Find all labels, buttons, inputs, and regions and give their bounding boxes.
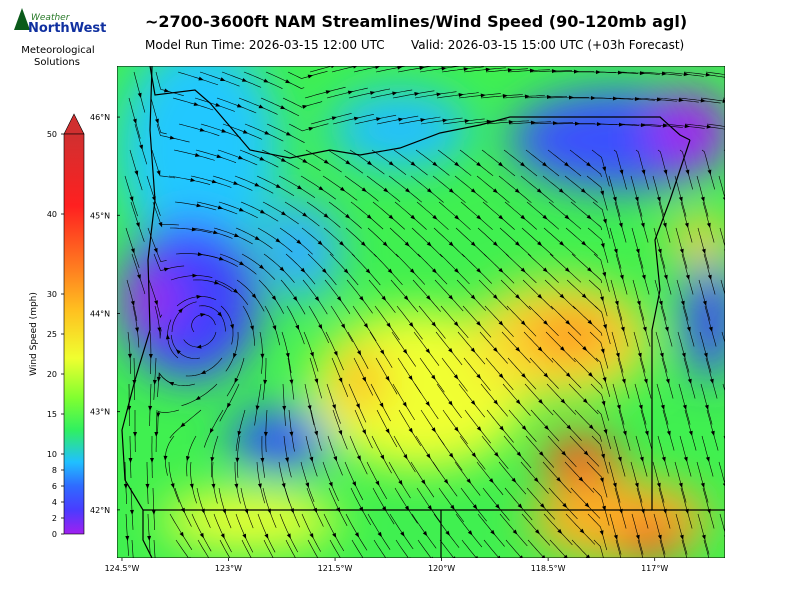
streamline-arrow [729,223,733,228]
colorbar-ticks: 0 2 4 6 8 10 15 20 25 30 40 50 [47,130,64,539]
streamline-arrow [208,558,212,563]
lat-tick-label: 45°N [90,211,110,220]
colorbar-tick-label: 6 [52,482,57,491]
streamline-arrow [620,561,624,566]
streamline [729,124,770,131]
colorbar-bar [64,134,84,534]
logo: Weather NorthWest Meteorological Solutio… [14,8,106,68]
streamline-arrow [729,170,733,175]
streamline-arrow [229,558,233,563]
streamline-arrow [384,557,388,562]
model-run: Model Run Time: 2026-03-15 12:00 UTC [145,38,385,52]
lat-tick-label: 42°N [90,506,110,515]
colorbar-label: Wind Speed (mph) [29,292,39,376]
streamline [723,98,764,105]
streamline-arrow [602,558,606,563]
colorbar-tick-label: 30 [47,290,57,299]
streamline-arrow [733,431,737,436]
colorbar-tick-label: 0 [52,530,57,539]
streamline-arrow [686,561,690,566]
streamline [728,358,739,399]
logo-line: Solutions [34,57,80,68]
streamline-arrow [727,73,732,77]
title: ~2700-3600ft NAM Streamlines/Wind Speed … [145,12,687,31]
streamline [725,488,736,529]
streamline-arrow [749,74,754,78]
streamline-arrow [731,327,735,332]
streamline-arrow [153,562,157,567]
lat-tick-label: 44°N [90,309,110,318]
lon-tick-label: 124.5°W [105,564,140,573]
streamline-arrow [728,125,733,129]
streamline-arrow [250,559,254,564]
streamline-arrow [708,561,712,566]
streamline [729,410,740,451]
logo-line: Meteorological [21,45,94,56]
streamline [728,72,769,79]
colorbar-tick-label: 2 [52,514,57,523]
streamline-arrow [750,126,755,130]
streamline-arrow [730,561,734,566]
colorbar-tick-label: 20 [47,370,57,379]
lat-tick-label: 46°N [90,113,110,122]
lon-tick-label: 117°W [641,564,668,573]
streamline-arrow [727,405,731,410]
colorbar-tick-label: 40 [47,210,57,219]
colorbar-tick-label: 15 [47,410,57,419]
lat-tick-label: 43°N [90,408,110,417]
valid-time: Valid: 2026-03-15 15:00 UTC (+03h Foreca… [411,38,684,52]
streamline [724,436,735,477]
streamline-arrow [339,558,343,563]
streamline-arrow [726,353,730,358]
streamline-arrow [723,99,728,103]
lon-tick-label: 120°W [428,564,455,573]
lon-tick-label: 118.5°W [531,564,566,573]
colorbar-tick-label: 50 [47,130,57,139]
streamline-arrow [362,558,366,563]
streamline-arrow [728,457,732,462]
streamline-arrow [272,559,276,564]
lon-tick-label: 123°W [215,564,242,573]
colorbar-tick-label: 4 [52,498,57,507]
streamline-arrow [730,275,734,280]
streamline-arrow [732,379,736,384]
streamline [726,540,737,581]
lon-tick-label: 121.5°W [318,564,353,573]
streamline [727,306,738,347]
colorbar-tick-label: 10 [47,450,57,459]
streamline [724,150,737,189]
streamline [725,202,736,243]
colorbar-extend [64,114,84,134]
streamline-arrow [744,99,749,103]
streamline-arrow [729,509,733,514]
streamline [726,254,737,295]
logo-brand-main: NorthWest [28,21,106,36]
colorbar-tick-label: 8 [52,466,57,475]
streamline-arrow [725,301,729,306]
streamline-arrow [295,558,299,563]
streamline-arrow [317,558,321,563]
colorbar-tick-label: 25 [47,330,57,339]
map [117,40,770,582]
